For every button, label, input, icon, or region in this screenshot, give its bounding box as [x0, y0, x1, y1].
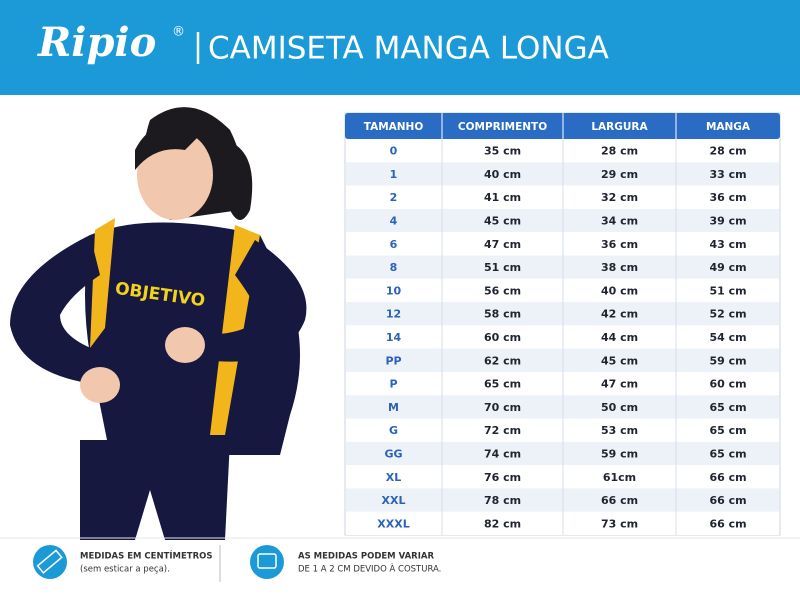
column-header: COMPRIMENTO [458, 121, 547, 133]
measure-cell: 78 cm [484, 494, 521, 507]
measure-cell: 66 cm [709, 471, 746, 484]
measure-cell: 74 cm [484, 447, 521, 460]
measure-cell: 51 cm [484, 261, 521, 274]
measure-cell: 40 cm [601, 284, 638, 297]
measure-cell: 47 cm [484, 238, 521, 251]
note-text: DE 1 A 2 CM DEVIDO À COSTURA. [298, 563, 441, 575]
measure-cell: 65 cm [484, 378, 521, 391]
size-label: 8 [390, 261, 398, 274]
measure-cell: 42 cm [601, 308, 638, 321]
measure-cell: 66 cm [601, 494, 638, 507]
column-header: TAMANHO [364, 121, 424, 133]
measure-cell: 34 cm [601, 215, 638, 228]
column-header: MANGA [706, 121, 751, 133]
measure-cell: 76 cm [484, 471, 521, 484]
page-title: CAMISETA MANGA LONGA [208, 31, 609, 67]
measure-cell: 28 cm [601, 145, 638, 158]
measure-cell: 60 cm [709, 378, 746, 391]
size-label: 1 [390, 168, 398, 181]
measure-cell: 49 cm [709, 261, 746, 274]
measure-cell: 44 cm [601, 331, 638, 344]
measure-cell: 47 cm [601, 378, 638, 391]
header-bar [0, 0, 800, 95]
measure-cell: 82 cm [484, 517, 521, 530]
ruler-icon [33, 545, 67, 579]
measure-cell: 65 cm [709, 447, 746, 460]
measure-cell: 60 cm [484, 331, 521, 344]
measure-cell: 54 cm [709, 331, 746, 344]
size-label: 6 [390, 238, 398, 251]
measure-cell: 53 cm [601, 424, 638, 437]
measure-cell: 66 cm [709, 494, 746, 507]
measure-cell: 36 cm [709, 191, 746, 204]
size-label: 10 [386, 284, 402, 297]
measure-cell: 45 cm [601, 354, 638, 367]
note-title: MEDIDAS EM CENTÍMETROS [80, 550, 213, 562]
table-body: TAMANHO COMPRIMENTO LARGURA MANGA 0 35 cm 28 c… [345, 113, 780, 535]
size-label: M [388, 401, 399, 414]
measure-cell: 73 cm [601, 517, 638, 530]
measure-cell: 39 cm [709, 215, 746, 228]
measure-cell: 51 cm [709, 284, 746, 297]
measure-cell: 40 cm [484, 168, 521, 181]
size-label: 4 [390, 215, 398, 228]
measure-cell: 61cm [603, 471, 636, 484]
measure-cell: 36 cm [601, 238, 638, 251]
measure-cell: 33 cm [709, 168, 746, 181]
footer: MEDIDAS EM CENTÍMETROS (sem esticar a peç… [80, 550, 441, 575]
measure-cell: 66 cm [709, 517, 746, 530]
measure-cell: 65 cm [709, 401, 746, 414]
size-label: XL [386, 471, 402, 484]
product-photo: OBJETIVO [10, 107, 307, 540]
measure-cell: 56 cm [484, 284, 521, 297]
note-text: (sem esticar a peça). [80, 565, 170, 575]
measure-cell: 35 cm [484, 145, 521, 158]
size-label: G [389, 424, 398, 437]
measure-cell: 38 cm [601, 261, 638, 274]
measure-cell: 29 cm [601, 168, 638, 181]
size-label: XXXL [377, 517, 409, 530]
measure-cell: 59 cm [601, 447, 638, 460]
size-label: XXL [382, 494, 406, 507]
size-label: P [389, 378, 397, 391]
measure-cell: 59 cm [709, 354, 746, 367]
measure-cell: 43 cm [709, 238, 746, 251]
size-label: 14 [386, 331, 402, 344]
registered-mark: ® [172, 25, 185, 40]
measure-cell: 70 cm [484, 401, 521, 414]
measure-cell: 58 cm [484, 308, 521, 321]
measure-cell: 28 cm [709, 145, 746, 158]
measure-cell: 32 cm [601, 191, 638, 204]
measure-cell: 50 cm [601, 401, 638, 414]
note-title: AS MEDIDAS PODEM VARIAR [298, 552, 434, 562]
logo: Ripio [37, 19, 156, 66]
measure-cell: 45 cm [484, 215, 521, 228]
measure-cell: 62 cm [484, 354, 521, 367]
size-label: GG [384, 447, 402, 460]
sewing-icon [250, 545, 284, 579]
measure-cell: 72 cm [484, 424, 521, 437]
size-label: 0 [390, 145, 398, 158]
size-label: 2 [390, 191, 398, 204]
ruler-glyph [36, 549, 63, 574]
measure-cell: 52 cm [709, 308, 746, 321]
column-header: LARGURA [591, 121, 648, 133]
size-label: 12 [386, 308, 401, 321]
measure-cell: 65 cm [709, 424, 746, 437]
size-label: PP [385, 354, 401, 367]
sewing-glyph [257, 553, 277, 569]
measure-cell: 41 cm [484, 191, 521, 204]
